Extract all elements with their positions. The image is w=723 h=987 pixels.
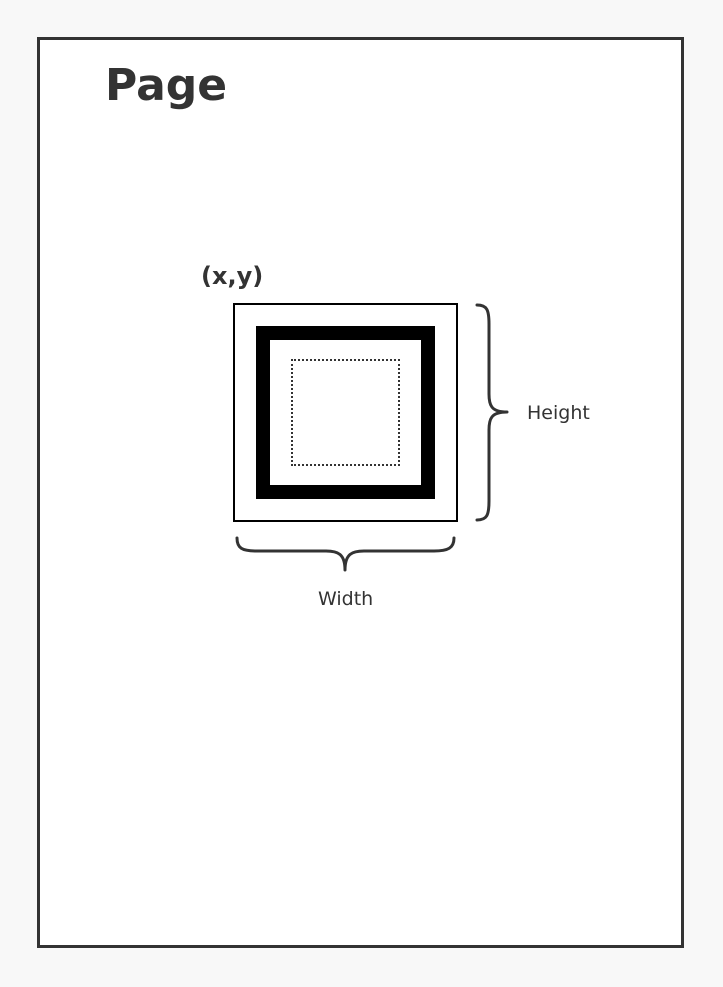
height-brace-icon bbox=[475, 303, 509, 522]
inner-box-dotted bbox=[291, 359, 400, 466]
width-brace-icon bbox=[235, 536, 456, 572]
width-label: Width bbox=[318, 588, 374, 610]
border-box bbox=[256, 326, 435, 499]
height-label: Height bbox=[527, 402, 590, 424]
origin-label: (x,y) bbox=[201, 262, 264, 290]
page-title: Page bbox=[105, 60, 228, 111]
